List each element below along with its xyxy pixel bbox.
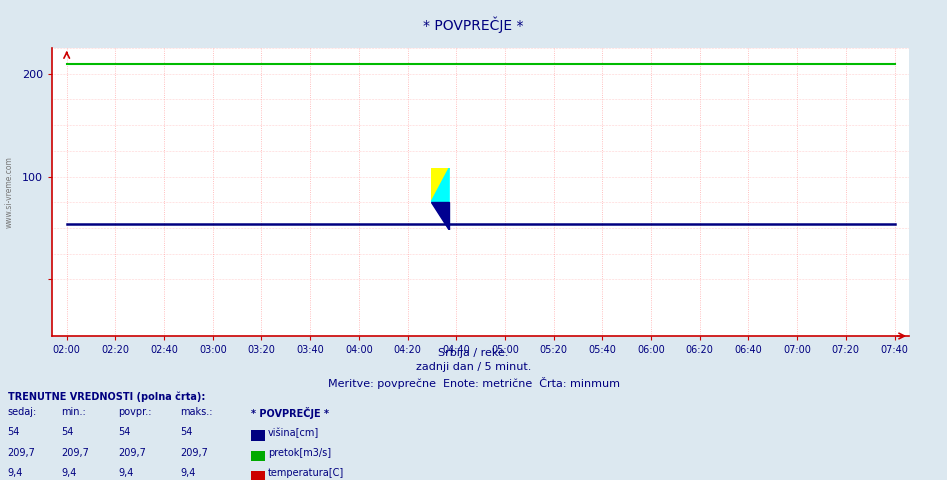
Polygon shape <box>431 168 449 203</box>
Text: zadnji dan / 5 minut.: zadnji dan / 5 minut. <box>416 362 531 372</box>
Text: min.:: min.: <box>62 408 86 417</box>
Text: 54: 54 <box>180 428 192 437</box>
Text: 54: 54 <box>8 428 20 437</box>
Polygon shape <box>431 168 449 203</box>
Text: Meritve: povprečne  Enote: metrične  Črta: minmum: Meritve: povprečne Enote: metrične Črta:… <box>328 377 619 389</box>
Text: povpr.:: povpr.: <box>118 408 152 417</box>
Text: * POVPREČJE *: * POVPREČJE * <box>423 17 524 33</box>
Text: 54: 54 <box>62 428 74 437</box>
Text: 209,7: 209,7 <box>8 448 35 457</box>
Text: 9,4: 9,4 <box>62 468 77 478</box>
Text: 9,4: 9,4 <box>180 468 195 478</box>
Text: pretok[m3/s]: pretok[m3/s] <box>268 448 331 457</box>
Text: TRENUTNE VREDNOSTI (polna črta):: TRENUTNE VREDNOSTI (polna črta): <box>8 391 205 402</box>
Text: 209,7: 209,7 <box>180 448 207 457</box>
Text: 209,7: 209,7 <box>118 448 146 457</box>
Text: * POVPREČJE *: * POVPREČJE * <box>251 408 329 420</box>
Text: 9,4: 9,4 <box>118 468 134 478</box>
Text: 9,4: 9,4 <box>8 468 23 478</box>
Text: 209,7: 209,7 <box>62 448 89 457</box>
Text: višina[cm]: višina[cm] <box>268 428 319 438</box>
Polygon shape <box>431 203 449 230</box>
Text: 54: 54 <box>118 428 131 437</box>
Text: temperatura[C]: temperatura[C] <box>268 468 345 478</box>
Text: sedaj:: sedaj: <box>8 408 37 417</box>
Text: maks.:: maks.: <box>180 408 212 417</box>
Text: Srbija / reke.: Srbija / reke. <box>438 348 509 358</box>
Text: www.si-vreme.com: www.si-vreme.com <box>5 156 14 228</box>
